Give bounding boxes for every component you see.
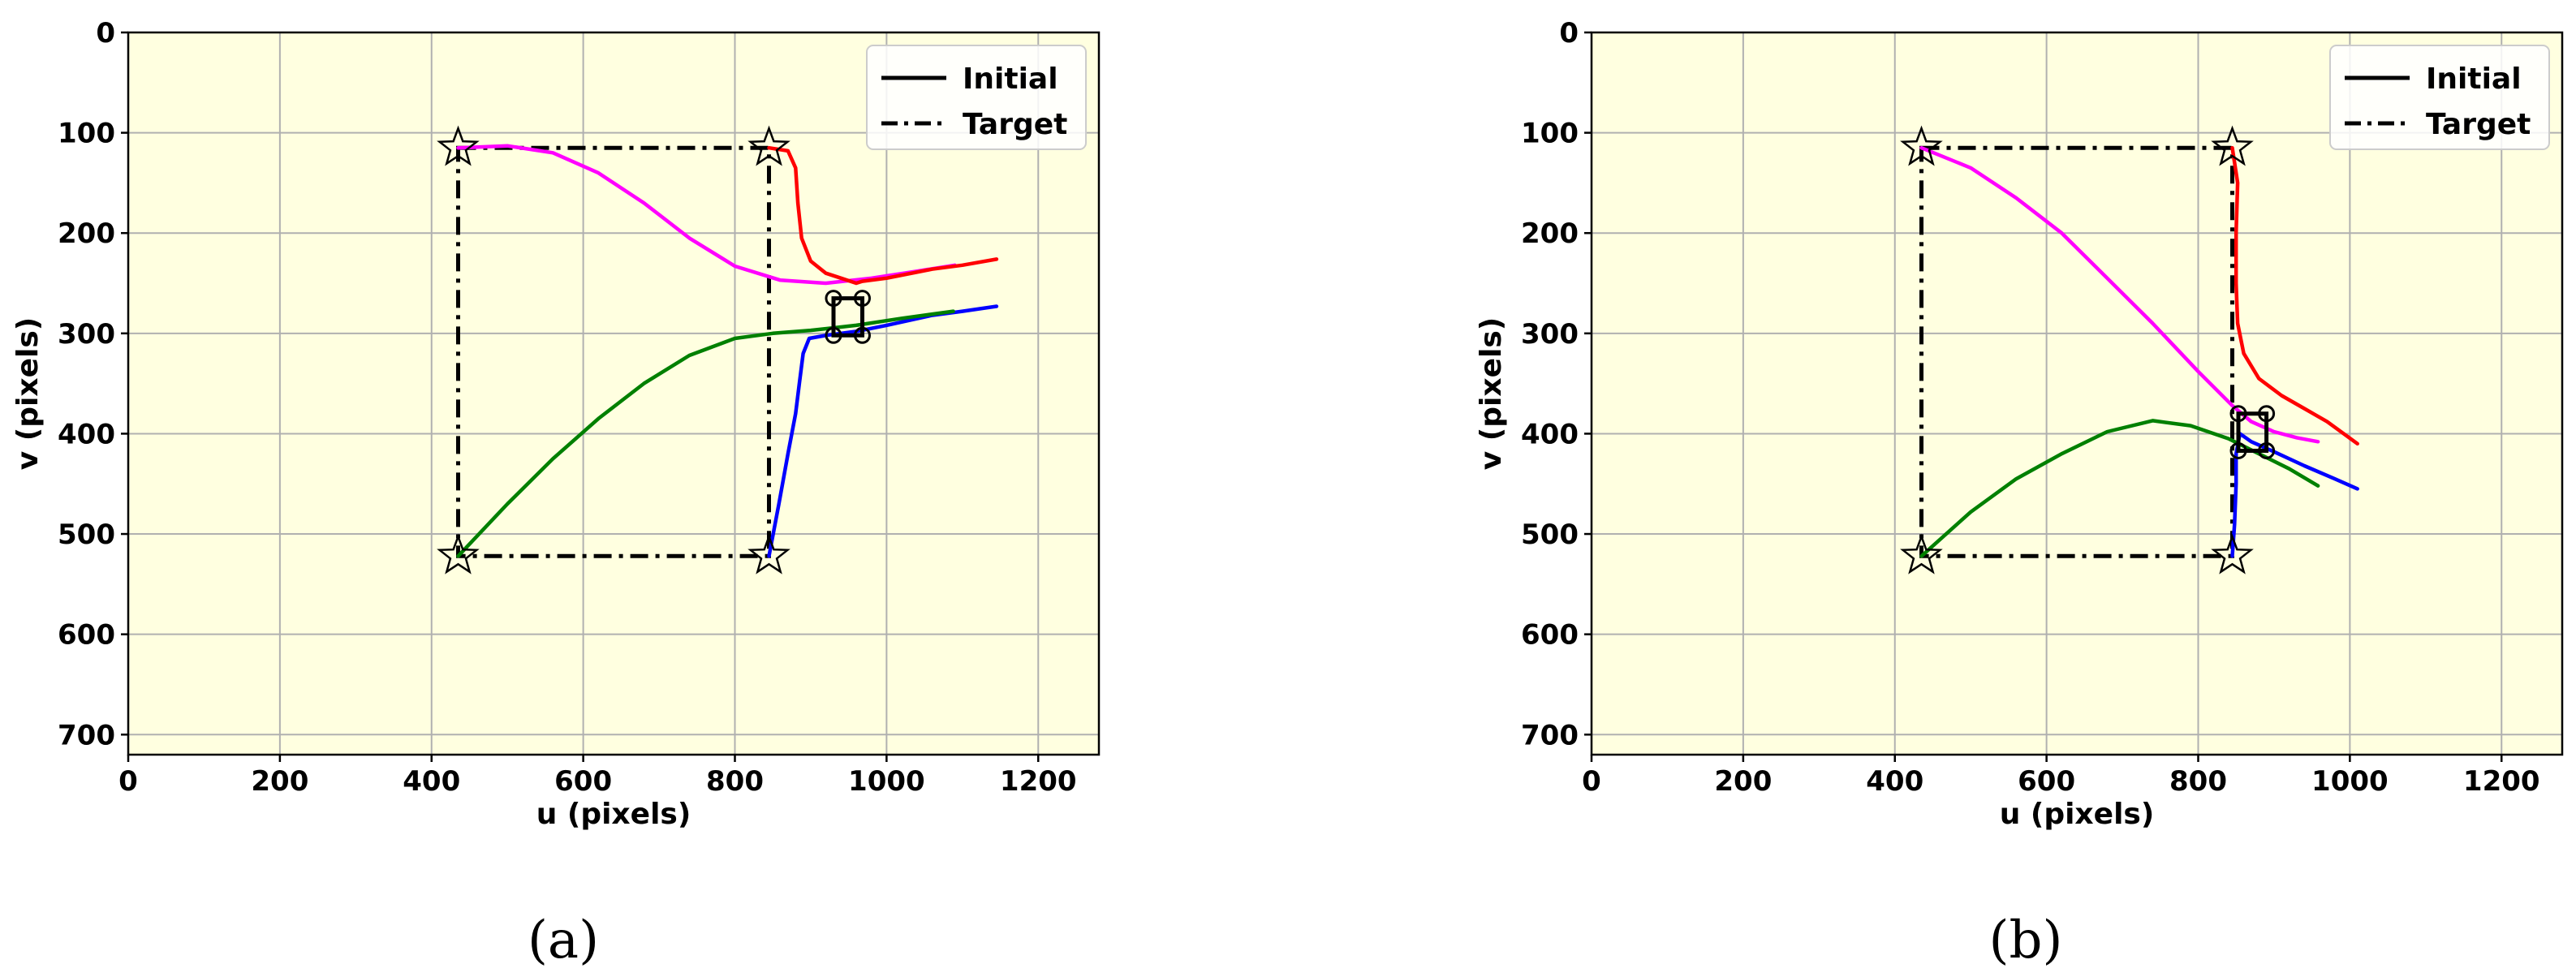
x-tick-label: 400: [403, 765, 460, 798]
y-tick-label: 600: [1521, 619, 1579, 652]
x-tick-label: 1200: [2463, 765, 2540, 798]
x-axis-label: u (pixels): [2000, 798, 2155, 831]
x-tick-label: 0: [1582, 765, 1601, 798]
x-tick-label: 1000: [848, 765, 925, 798]
target-star-marker: [437, 125, 480, 166]
y-tick-label: 400: [1521, 418, 1579, 450]
target-star-marker: [2211, 125, 2254, 166]
target-star-marker: [2211, 533, 2254, 575]
y-tick-label: 700: [58, 719, 115, 751]
plot-area: [1919, 145, 2359, 558]
target-star-marker: [747, 533, 790, 575]
y-tick-label: 300: [1521, 318, 1579, 351]
x-tick-label: 1200: [1000, 765, 1077, 798]
y-axis-label: v (pixels): [11, 317, 45, 470]
initial-point-marker: [2258, 405, 2276, 423]
plot-area: [456, 144, 999, 558]
caption: (b): [1989, 910, 2063, 971]
legend-label: Initial: [963, 62, 1058, 96]
x-tick-label: 200: [1714, 765, 1772, 798]
initial-point-marker: [825, 326, 842, 344]
y-tick-label: 0: [96, 17, 115, 49]
x-tick-label: 800: [2169, 765, 2227, 798]
axes-frame: [127, 31, 1101, 756]
initial-point-marker: [825, 290, 842, 308]
y-tick-label: 400: [58, 418, 115, 450]
legend: Initial Target: [866, 45, 1087, 150]
y-tick-label: 300: [58, 318, 115, 351]
initial-point-marker: [2229, 441, 2247, 459]
y-tick-label: 600: [58, 619, 115, 652]
x-axis-label: u (pixels): [536, 798, 691, 831]
trajectory-1: [2230, 145, 2359, 446]
initial-point-marker: [2229, 405, 2247, 423]
x-tick-label: 600: [554, 765, 612, 798]
y-tick-label: 500: [1521, 519, 1579, 551]
legend-label: Target: [963, 108, 1067, 141]
x-tick-label: 0: [118, 765, 138, 798]
y-axis-label: v (pixels): [1475, 317, 1508, 470]
initial-point-marker: [2258, 441, 2276, 459]
caption: (a): [528, 910, 599, 971]
axes-frame: [1590, 31, 2564, 756]
y-tick-label: 500: [58, 519, 115, 551]
x-tick-label: 600: [2018, 765, 2075, 798]
target-star-marker: [1900, 125, 1943, 166]
y-tick-label: 0: [1559, 17, 1579, 49]
initial-rectangle: [2236, 411, 2269, 453]
initial-point-marker: [853, 290, 871, 308]
trajectory-0: [456, 144, 957, 286]
initial-point-marker: [853, 326, 871, 344]
target-star-marker: [1900, 533, 1943, 575]
target-star-marker: [747, 125, 790, 166]
y-tick-label: 200: [1521, 217, 1579, 250]
y-tick-label: 100: [1521, 118, 1579, 150]
chart-a: 0 200 400 600 800 1000 1200 0 100 200 300 400 500 600…: [11, 17, 1101, 971]
trajectory-0: [1919, 145, 2320, 444]
y-tick-label: 100: [58, 118, 115, 150]
target-star-marker: [437, 533, 480, 575]
x-tick-label: 800: [706, 765, 764, 798]
initial-rectangle: [831, 296, 864, 338]
x-tick-label: 1000: [2311, 765, 2389, 798]
legend-label: Initial: [2426, 62, 2522, 96]
x-tick-label: 400: [1866, 765, 1923, 798]
y-tick-label: 700: [1521, 719, 1579, 751]
legend: Initial Target: [2329, 45, 2550, 150]
chart-b: 0 200 400 600 800 1000 1200 0 100 200 300 400 500 600…: [1475, 17, 2564, 971]
legend-label: Target: [2426, 108, 2531, 141]
y-tick-label: 200: [58, 217, 115, 250]
trajectory-2: [2230, 432, 2359, 558]
x-tick-label: 200: [251, 765, 308, 798]
trajectory-1: [767, 145, 999, 286]
